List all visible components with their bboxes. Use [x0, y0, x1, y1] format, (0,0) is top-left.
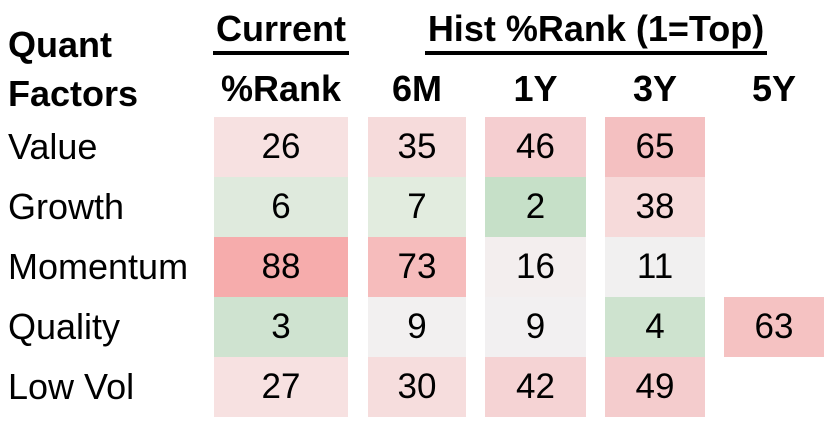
hist-group-header: Hist %Rank (1=Top) [424, 9, 768, 55]
row-label-low-vol: Low Vol [8, 366, 135, 407]
heatmap-cell-low-vol-5y [724, 357, 824, 417]
heatmap-cell-quality-5y: 63 [724, 297, 824, 357]
heatmap-cell-value-5y [724, 117, 824, 177]
column-header-3y: 3Y [632, 68, 678, 109]
heatmap-cell-low-vol-3y: 49 [605, 357, 705, 417]
table-title-line1: Quant [8, 24, 112, 65]
heatmap-cell-value-1y: 46 [485, 117, 586, 177]
heatmap-cell-momentum-current: 88 [214, 237, 348, 297]
column-header-6m: 6M [391, 68, 442, 109]
heatmap-cell-low-vol-6m: 30 [368, 357, 466, 417]
heatmap-cell-growth-3y: 38 [605, 177, 705, 237]
column-header-5y: 5Y [751, 68, 797, 109]
row-label-growth: Growth [8, 186, 125, 227]
row-label-value: Value [8, 126, 98, 167]
heatmap-cell-quality-1y: 9 [485, 297, 586, 357]
row-label-momentum: Momentum [8, 246, 189, 287]
column-header-1y: 1Y [513, 68, 558, 109]
heatmap-cell-growth-current: 6 [214, 177, 348, 237]
table-title-line2: Factors [8, 73, 139, 114]
table-title: Quant Factors [0, 0, 214, 117]
heatmap-cell-momentum-3y: 11 [605, 237, 705, 297]
heatmap-cell-quality-6m: 9 [368, 297, 466, 357]
heatmap-cell-growth-1y: 2 [485, 177, 586, 237]
current-group-header: Current [213, 9, 350, 55]
heatmap-cell-low-vol-1y: 42 [485, 357, 586, 417]
heatmap-cell-momentum-6m: 73 [368, 237, 466, 297]
heatmap-cell-value-3y: 65 [605, 117, 705, 177]
heatmap-cell-momentum-1y: 16 [485, 237, 586, 297]
heatmap-cell-growth-5y [724, 177, 824, 237]
heatmap-cell-value-current: 26 [214, 117, 348, 177]
heatmap-cell-low-vol-current: 27 [214, 357, 348, 417]
heatmap-cell-momentum-5y [724, 237, 824, 297]
heatmap-cell-quality-3y: 4 [605, 297, 705, 357]
heatmap-cell-growth-6m: 7 [368, 177, 466, 237]
column-header-current-rank: %Rank [220, 68, 342, 109]
heatmap-cell-quality-current: 3 [214, 297, 348, 357]
row-label-quality: Quality [8, 306, 121, 347]
heatmap-cell-value-6m: 35 [368, 117, 466, 177]
